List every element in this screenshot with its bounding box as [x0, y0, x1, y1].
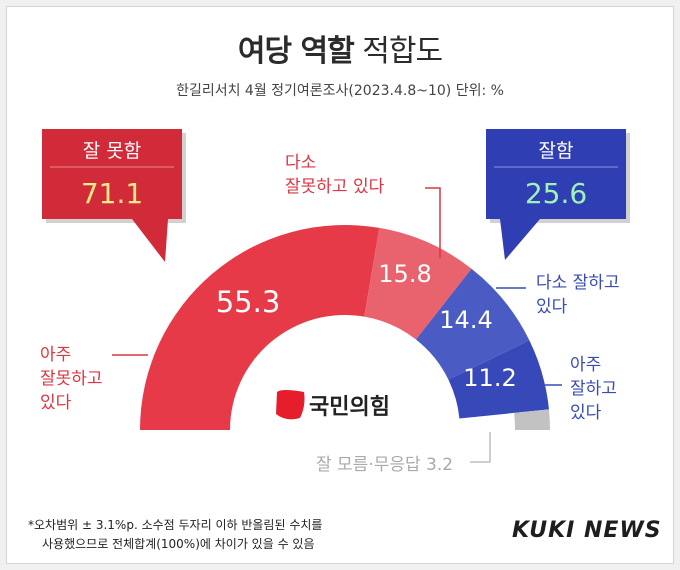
footnote-line-2: 사용했으므로 전체합계(100%)에 차이가 있을 수 있음: [42, 537, 315, 551]
negative-summary-label: 잘 못함: [83, 140, 141, 162]
slice-category-label-5: 잘 모름·무응답 3.2: [316, 455, 453, 475]
footnote: *오차범위 ± 3.1%p. 소수점 두자리 이하 반올림된 수치를 사용했으므…: [28, 516, 322, 554]
slice-value-label-2: 15.8: [378, 260, 431, 288]
negative-summary-tail: [132, 219, 168, 262]
slice-3: [415, 268, 530, 380]
negative-summary-value: 71.1: [81, 177, 143, 210]
slice-value-label-1: 55.3: [216, 285, 281, 319]
party-logo-text: 국민의힘: [309, 395, 390, 420]
slice-4: [448, 340, 549, 419]
title-rest: 적합도: [362, 34, 443, 69]
party-logo-icon: [276, 390, 305, 420]
positive-summary-label: 잘함: [539, 140, 574, 162]
chart-title: 여당 역할 적합도: [0, 26, 680, 70]
slice-category-label-4: 아주 잘하고 있다: [570, 355, 617, 423]
slice-value-label-3: 14.4: [439, 306, 492, 334]
chart-subtitle: 한길리서치 4월 정기여론조사(2023.4.8~10) 단위: %: [176, 83, 504, 99]
positive-summary-value: 25.6: [525, 177, 587, 210]
slice-2: [364, 227, 472, 340]
slice-category-label-1: 아주 잘못하고 있다: [40, 345, 103, 413]
slice-1: [140, 225, 380, 430]
footnote-line-1: *오차범위 ± 3.1%p. 소수점 두자리 이하 반올림된 수치를: [28, 518, 323, 532]
slice-5: [514, 409, 550, 430]
leader-line-5: [470, 432, 491, 463]
slice-category-label-3: 다소 잘하고 있다: [536, 273, 620, 317]
slice-value-label-4: 11.2: [463, 364, 516, 392]
leader-line-2: [425, 187, 441, 258]
slice-category-label-2: 다소 잘못하고 있다: [285, 153, 385, 197]
positive-summary-box: [486, 129, 626, 219]
title-bold: 여당 역할: [237, 34, 355, 69]
positive-summary-tail: [500, 219, 540, 260]
brand-logo: KUKI NEWS: [512, 518, 662, 543]
negative-summary-box: [42, 129, 182, 219]
